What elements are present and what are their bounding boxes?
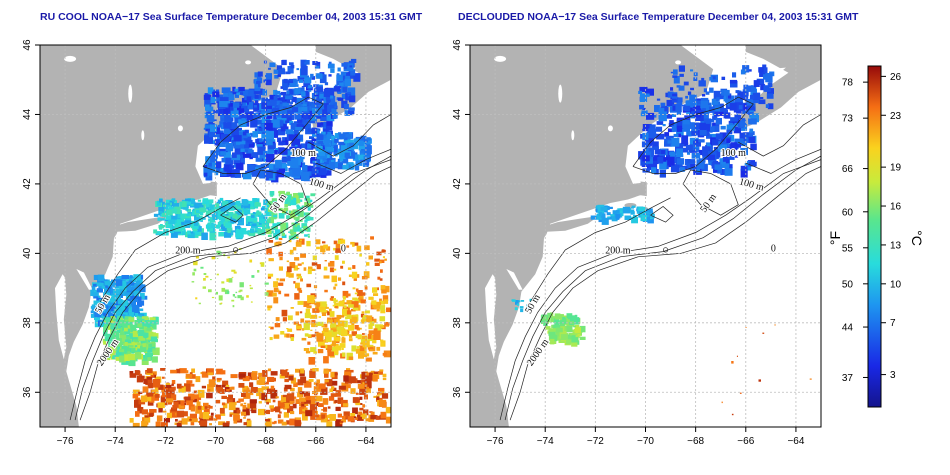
longitude-tick-label: −66 bbox=[737, 436, 754, 447]
right-map-panel: 100 m 100 m 50 m 200 m 50 m 2000 m 0 −76 −74 −72 −… bbox=[452, 39, 822, 447]
bathymetry-contours bbox=[499, 96, 821, 421]
longitude-tick-label: −70 bbox=[637, 436, 654, 447]
svg-text:2000 m: 2000 m bbox=[525, 337, 552, 368]
fahrenheit-tick-label: 44 bbox=[842, 323, 854, 334]
latitude-tick-label: 38 bbox=[452, 317, 463, 329]
svg-text:100 m: 100 m bbox=[738, 176, 765, 193]
delaware-bay bbox=[506, 269, 523, 290]
north-america-land bbox=[40, 45, 284, 427]
chesapeake-bay bbox=[485, 274, 497, 360]
svg-text:100 m: 100 m bbox=[721, 148, 747, 159]
celsius-tick-label: 13 bbox=[890, 240, 902, 251]
long-island-land bbox=[546, 215, 600, 232]
fahrenheit-tick-label: 60 bbox=[842, 207, 854, 218]
latitude-tick-label: 44 bbox=[22, 108, 33, 120]
celsius-tick-label: 7 bbox=[890, 318, 896, 329]
contour-label: 200 m bbox=[174, 244, 202, 257]
fahrenheit-tick-label: 73 bbox=[842, 114, 854, 125]
longitude-tick-label: −72 bbox=[157, 436, 174, 447]
latitude-tick-label: 44 bbox=[452, 108, 463, 120]
longitude-tick-label: −66 bbox=[307, 436, 324, 447]
right-map-title: DECLOUDED NOAA−17 Sea Surface Temperatur… bbox=[458, 11, 859, 23]
latitude-tick-label: 42 bbox=[452, 178, 463, 190]
cape-cod-land bbox=[633, 181, 647, 197]
longitude-tick-label: −76 bbox=[57, 436, 74, 447]
svg-text:100 m: 100 m bbox=[291, 148, 317, 159]
latitude-tick-label: 46 bbox=[452, 39, 463, 51]
celsius-tick-label: 3 bbox=[890, 370, 896, 381]
longitude-tick-label: −74 bbox=[537, 436, 554, 447]
fahrenheit-axis-label: °F bbox=[827, 231, 843, 245]
latitude-tick-label: 46 bbox=[22, 39, 33, 51]
latitude-tick-label: 36 bbox=[452, 386, 463, 398]
svg-text:50 m: 50 m bbox=[698, 192, 719, 215]
svg-text:0: 0 bbox=[341, 244, 346, 255]
north-america-land bbox=[470, 45, 714, 427]
fahrenheit-tick-label: 78 bbox=[842, 78, 854, 89]
latitude-tick-label: 40 bbox=[452, 247, 463, 259]
longitude-tick-label: −64 bbox=[787, 436, 804, 447]
long-island-land bbox=[116, 215, 170, 232]
longitude-tick-label: −64 bbox=[357, 436, 374, 447]
celsius-tick-label: 19 bbox=[890, 163, 902, 174]
graticule bbox=[40, 45, 391, 427]
svg-text:50 m: 50 m bbox=[523, 292, 543, 315]
contour-label: 0 bbox=[340, 243, 347, 256]
celsius-tick-label: 16 bbox=[890, 202, 902, 213]
latitude-tick-label: 42 bbox=[22, 178, 33, 190]
longitude-tick-label: −76 bbox=[487, 436, 504, 447]
longitude-tick-label: −68 bbox=[257, 436, 274, 447]
contour-label: 50 m bbox=[522, 291, 544, 316]
celsius-tick-label: 23 bbox=[890, 111, 902, 122]
sst-data-layer bbox=[90, 58, 391, 427]
svg-text:0: 0 bbox=[771, 244, 776, 255]
fahrenheit-tick-label: 66 bbox=[842, 164, 854, 175]
latitude-tick-label: 38 bbox=[22, 317, 33, 329]
chesapeake-bay bbox=[55, 274, 67, 360]
bathymetry-contours bbox=[69, 96, 391, 421]
longitude-tick-label: −74 bbox=[107, 436, 124, 447]
longitude-tick-label: −70 bbox=[207, 436, 224, 447]
contour-label: 100 m bbox=[737, 175, 766, 194]
svg-text:200 m: 200 m bbox=[605, 245, 631, 256]
longitude-tick-label: −68 bbox=[687, 436, 704, 447]
contour-label: 100 m bbox=[307, 175, 336, 194]
svg-text:100 m: 100 m bbox=[308, 176, 335, 193]
svg-text:200 m: 200 m bbox=[175, 245, 201, 256]
contour-label: 200 m bbox=[604, 244, 632, 257]
fahrenheit-tick-label: 50 bbox=[842, 279, 854, 290]
celsius-axis-label: °C bbox=[909, 230, 925, 246]
contour-label: 100 m bbox=[720, 147, 748, 160]
graticule bbox=[470, 45, 821, 427]
fahrenheit-tick-label: 37 bbox=[842, 373, 854, 384]
contour-label: 50 m bbox=[697, 191, 720, 216]
contour-label: 100 m bbox=[290, 147, 318, 160]
latitude-tick-label: 36 bbox=[22, 386, 33, 398]
cape-cod-land bbox=[203, 181, 217, 197]
latitude-tick-label: 40 bbox=[22, 247, 33, 259]
longitude-tick-label: −72 bbox=[587, 436, 604, 447]
celsius-tick-label: 26 bbox=[890, 72, 902, 83]
left-map-title: RU COOL NOAA−17 Sea Surface Temperature … bbox=[40, 11, 423, 23]
celsius-tick-label: 10 bbox=[890, 279, 902, 290]
contour-label: 0 bbox=[770, 243, 777, 256]
delaware-bay bbox=[76, 269, 93, 290]
fahrenheit-tick-label: 55 bbox=[842, 243, 854, 254]
contour-label: 2000 m bbox=[524, 336, 553, 369]
nova-scotia-land bbox=[740, 45, 821, 129]
